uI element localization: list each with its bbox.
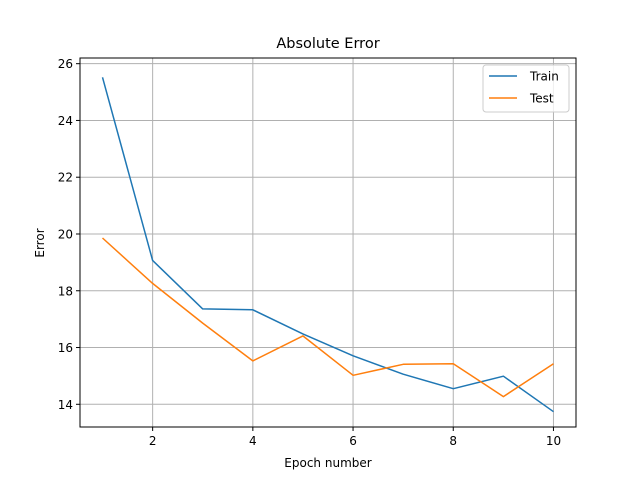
- y-tick-label: 14: [58, 398, 73, 412]
- y-axis-label: Error: [33, 228, 47, 257]
- series-line-test: [101, 237, 554, 398]
- series-lines: [101, 77, 554, 413]
- x-tick-label: 2: [149, 434, 157, 448]
- legend-label-test: Test: [529, 92, 554, 106]
- legend: Train Test: [482, 64, 570, 113]
- x-tick-label: 6: [349, 434, 357, 448]
- y-tick-label: 22: [58, 171, 73, 185]
- y-tick-label: 26: [58, 57, 73, 71]
- x-tick-label: 8: [449, 434, 457, 448]
- x-tick-label: 10: [546, 434, 561, 448]
- legend-label-train: Train: [529, 70, 559, 84]
- x-axis-label: Epoch number: [284, 456, 371, 470]
- y-tick-label: 24: [58, 114, 73, 128]
- y-tick-label: 20: [58, 227, 73, 241]
- chart-title: Absolute Error: [276, 36, 379, 52]
- y-tick-label: 16: [58, 341, 73, 355]
- y-tick-label: 18: [58, 284, 73, 298]
- x-tick-label: 4: [249, 434, 257, 448]
- series-line-train: [101, 77, 554, 413]
- plot-frame: [79, 57, 577, 428]
